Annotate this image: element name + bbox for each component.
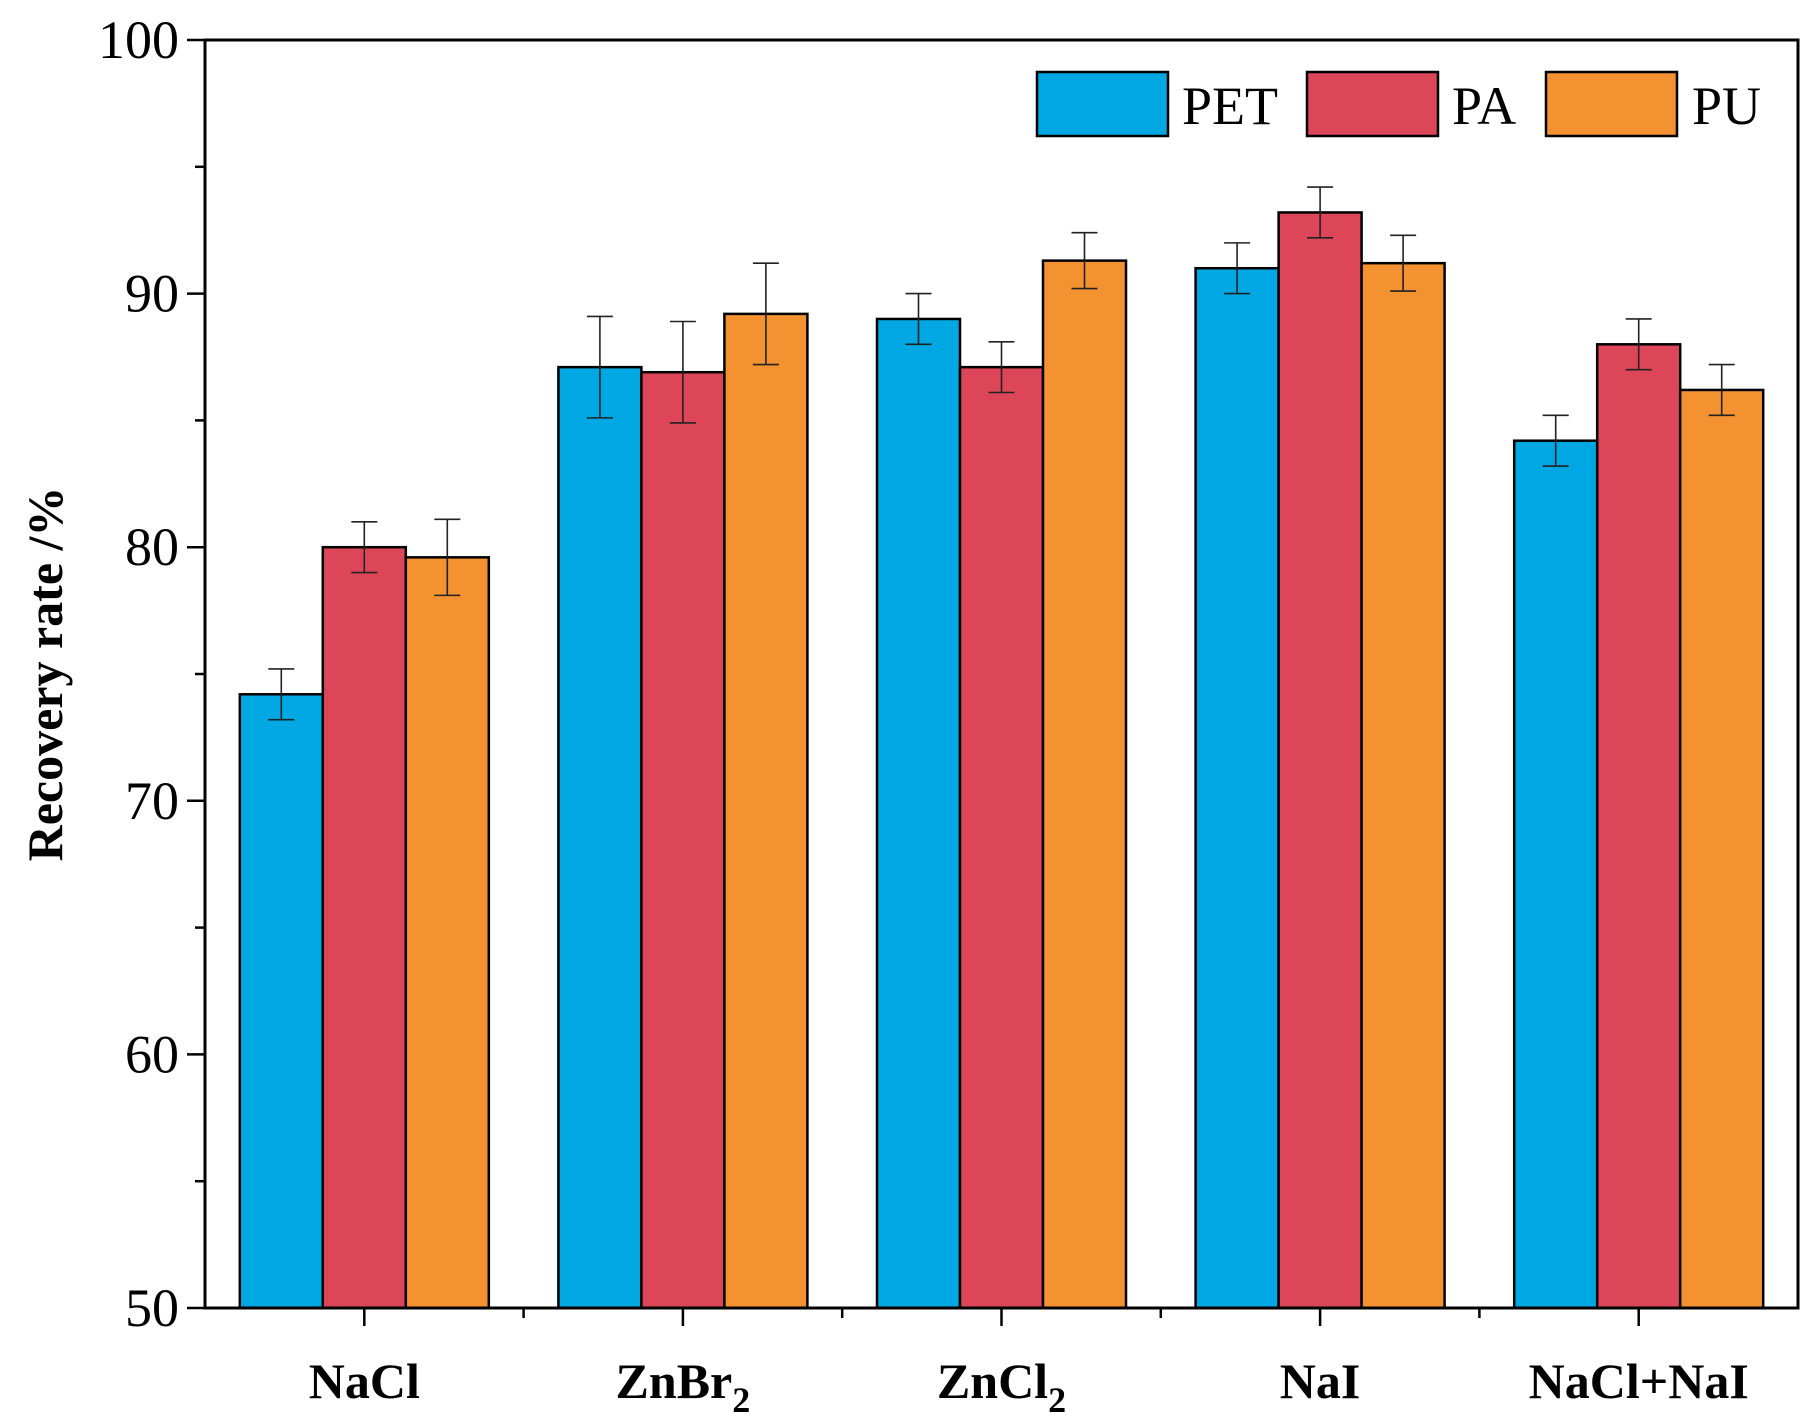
legend-swatch: [1035, 70, 1170, 138]
error-bar-pa-2: [669, 320, 696, 424]
bar-pa-4: [1277, 211, 1363, 1310]
bar-pu-2: [723, 312, 809, 1310]
legend-label: PU: [1692, 76, 1761, 136]
y-axis-title: Recovery rate /%: [17, 487, 73, 862]
bar-pet-5: [1512, 439, 1599, 1310]
error-bar-pu-5: [1708, 363, 1735, 417]
bar-pa-1: [321, 545, 408, 1310]
bar-pa-5: [1595, 343, 1682, 1310]
axes-layer: [187, 38, 1800, 1326]
bar-pa-2: [640, 370, 726, 1310]
bar-pu-5: [1678, 388, 1765, 1310]
bar-pu-3: [1041, 259, 1128, 1310]
y-tick-label: 70: [125, 771, 179, 831]
error-bar-pet-2: [586, 315, 613, 419]
x-tick-label: NaCl+NaI: [1529, 1353, 1749, 1409]
legend-item-pu[interactable]: PU: [1544, 70, 1761, 138]
bar-pu-4: [1360, 261, 1446, 1310]
x-tick-label: ZnCl2: [937, 1353, 1066, 1420]
legend-item-pa[interactable]: PA: [1305, 70, 1516, 138]
y-tick-label: 100: [98, 10, 179, 70]
bar-pet-1: [238, 693, 325, 1310]
error-bar-pa-3: [988, 340, 1015, 394]
y-tick-label: 80: [125, 517, 179, 577]
error-bar-pet-1: [268, 668, 295, 721]
error-bar-pet-3: [905, 292, 932, 346]
bar-pet-3: [875, 317, 962, 1310]
bar-pa-3: [958, 365, 1045, 1310]
y-tick-label: 90: [125, 264, 179, 324]
error-bar-pu-2: [752, 262, 779, 366]
bar-pu-1: [404, 556, 491, 1310]
legend-label: PA: [1452, 76, 1516, 136]
labels-layer: NaCl ZnBr2 ZnCl2 NaI NaCl+NaI 50 60 70 80 90 100 Re…: [17, 10, 1749, 1420]
error-bar-pet-4: [1224, 242, 1251, 295]
legend-item-pet[interactable]: PET: [1035, 70, 1278, 138]
error-bar-pa-4: [1307, 186, 1334, 239]
error-bar-pet-5: [1542, 414, 1569, 467]
bars-layer: [238, 211, 1765, 1310]
error-bar-pu-1: [434, 518, 461, 597]
error-bar-pu-4: [1390, 234, 1417, 292]
legend-label: PET: [1182, 76, 1278, 136]
x-tick-label: NaCl: [309, 1353, 420, 1409]
bar-pet-4: [1194, 266, 1280, 1310]
bar-pet-2: [557, 365, 643, 1310]
error-bar-pa-5: [1625, 318, 1652, 371]
y-tick-label: 60: [125, 1024, 179, 1084]
legend-swatch: [1305, 70, 1440, 138]
x-tick-label: ZnBr2: [616, 1353, 751, 1420]
legend-swatch: [1544, 70, 1679, 138]
legend[interactable]: PET PA PU: [1035, 70, 1761, 138]
error-bar-pa-1: [351, 521, 378, 574]
x-tick-label: NaI: [1280, 1353, 1361, 1409]
error-bar-pu-3: [1071, 231, 1098, 290]
error-bars-layer: [268, 186, 1735, 721]
y-tick-label: 50: [125, 1278, 179, 1338]
